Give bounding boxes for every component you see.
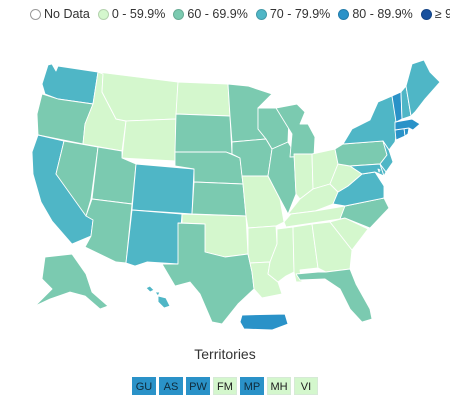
us-map [0,24,450,342]
state-ks[interactable] [191,181,247,217]
state-me[interactable] [405,59,441,117]
legend-item-70-79[interactable]: 70 - 79.9% [255,7,331,21]
no-data-circle-icon [30,8,41,20]
legend-swatch-icon [173,8,185,20]
state-hi[interactable] [154,291,161,297]
state-co[interactable] [131,163,195,215]
legend-swatch-icon [338,8,350,20]
state-pr[interactable] [239,313,289,331]
legend-label: 70 - 79.9% [269,7,331,21]
state-il[interactable] [267,141,297,215]
territory-fm[interactable]: FM [213,377,237,395]
legend-label: 0 - 59.9% [111,7,166,21]
state-pa[interactable] [334,140,388,167]
legend-item-90-plus[interactable]: ≥ 90% [420,7,450,21]
legend-label: 60 - 69.9% [187,7,248,21]
legend-swatch-icon [420,8,432,20]
legend-item-0-59[interactable]: 0 - 59.9% [97,7,166,21]
territory-mh[interactable]: MH [267,377,291,395]
territory-gu[interactable]: GU [132,377,156,395]
territory-as[interactable]: AS [159,377,183,395]
state-md[interactable] [349,163,385,177]
territory-vi[interactable]: VI [294,377,318,395]
state-nm[interactable] [125,209,183,267]
state-dc[interactable] [377,168,381,173]
state-mi[interactable] [275,103,316,158]
state-tx[interactable] [161,222,255,325]
territories-title: Territories [194,346,256,362]
state-az[interactable] [84,198,133,264]
legend-swatch-icon [255,8,267,20]
state-nd[interactable] [175,81,231,117]
legend-label: ≥ 90% [434,7,450,21]
legend-item-no-data[interactable]: No Data [30,7,90,21]
state-ny[interactable] [342,95,399,151]
state-wy[interactable] [121,118,177,162]
us-map-svg [31,59,441,331]
legend-item-60-69[interactable]: 60 - 69.9% [173,7,248,21]
state-ri[interactable] [403,127,410,137]
legend-label: No Data [44,7,90,21]
territory-mp[interactable]: MP [240,377,264,395]
territory-pw[interactable]: PW [186,377,210,395]
state-fl[interactable] [295,268,373,323]
legend-label: 80 - 89.9% [352,7,413,21]
state-sd[interactable] [174,113,233,155]
legend-item-80-89[interactable]: 80 - 89.9% [338,7,413,21]
state-de[interactable] [379,163,387,177]
state-hi[interactable] [145,285,155,293]
map-legend: No Data 0 - 59.9% 60 - 69.9% 70 - 79.9% … [30,4,450,24]
state-ak[interactable] [34,253,109,310]
territories-bar: GU AS PW FM MP MH VI [0,377,450,397]
state-ma[interactable] [394,118,421,131]
legend-swatch-icon [97,8,109,20]
state-hi[interactable] [157,295,171,309]
